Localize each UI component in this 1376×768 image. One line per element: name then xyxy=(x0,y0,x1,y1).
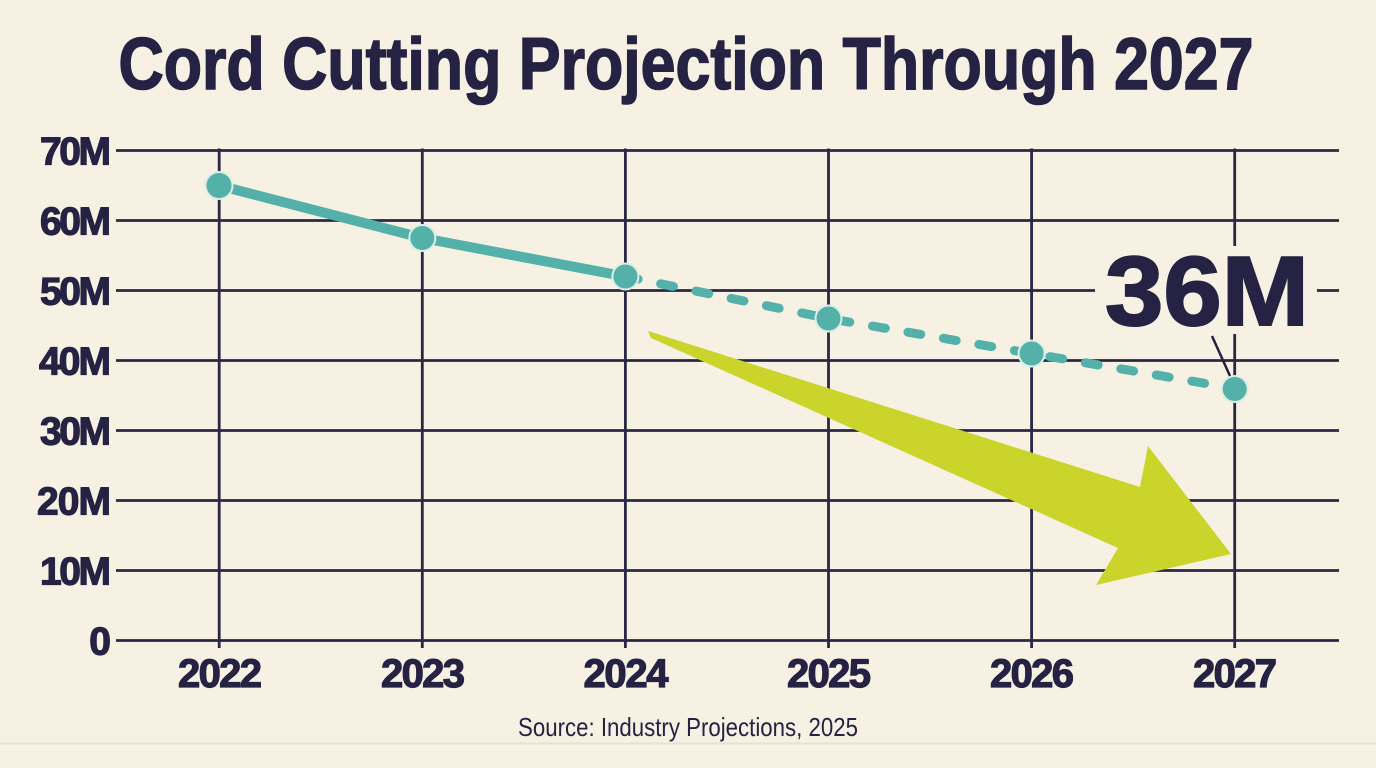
svg-text:40M: 40M xyxy=(39,341,111,384)
svg-text:30M: 30M xyxy=(40,411,111,454)
svg-text:2026: 2026 xyxy=(990,652,1074,696)
svg-text:36M: 36M xyxy=(1105,236,1309,346)
svg-text:2024: 2024 xyxy=(584,652,670,696)
svg-text:2023: 2023 xyxy=(381,652,465,696)
svg-text:70M: 70M xyxy=(40,131,111,174)
svg-text:Cord Cutting Projection Throug: Cord Cutting Projection Through 2027 xyxy=(119,24,1254,105)
svg-text:0: 0 xyxy=(89,621,111,664)
svg-text:2022: 2022 xyxy=(178,652,262,696)
svg-text:2025: 2025 xyxy=(787,652,871,696)
svg-text:60M: 60M xyxy=(40,201,111,244)
svg-text:2027: 2027 xyxy=(1193,652,1277,696)
svg-text:20M: 20M xyxy=(37,481,111,524)
svg-text:50M: 50M xyxy=(40,271,111,314)
svg-text:Source: Industry Projections,: Source: Industry Projections, 2025 xyxy=(518,712,858,742)
svg-text:10M: 10M xyxy=(40,551,111,594)
